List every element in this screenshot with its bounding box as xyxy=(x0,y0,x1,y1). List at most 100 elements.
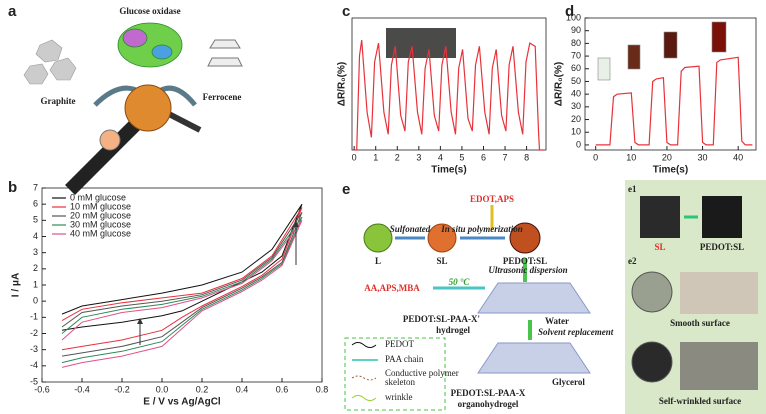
x-tick-label: 10 xyxy=(626,152,636,162)
arrow-head xyxy=(293,221,299,227)
legend-label: 40 mM glucose xyxy=(70,228,131,238)
label: PEDOT:SL xyxy=(700,242,744,252)
y-tick-label: -1 xyxy=(30,312,38,322)
panel-a-art xyxy=(23,22,243,195)
label: SL xyxy=(436,256,447,266)
y-tick-label: 6 xyxy=(33,199,38,209)
panel-label: b xyxy=(8,179,17,196)
label: PEDOT:SL-PAA-X' xyxy=(403,314,480,324)
x-axis-label: Time(s) xyxy=(653,165,688,176)
y-tick-label: 2 xyxy=(33,263,38,273)
label: Ultrasonic dispersion xyxy=(488,265,567,275)
y-tick-label: -5 xyxy=(30,376,38,386)
y-tick-label: 70 xyxy=(571,50,581,60)
x-axis-label: Time(s) xyxy=(431,165,466,176)
label: Glucose oxidase xyxy=(119,6,180,16)
legend-label: 0 mM glucose xyxy=(70,192,126,202)
label: Graphite xyxy=(41,96,76,106)
series-line xyxy=(595,56,753,146)
y-tick-label: 1 xyxy=(33,279,38,289)
series-line xyxy=(354,39,544,151)
y-tick-label: 90 xyxy=(571,25,581,35)
x-tick-label: 3 xyxy=(416,152,421,162)
series-line xyxy=(61,203,303,331)
y-tick-label: -4 xyxy=(30,360,38,370)
x-tick-label: 2 xyxy=(395,152,400,162)
y-tick-label: 10 xyxy=(571,127,581,137)
label: Solvent replacement xyxy=(538,327,614,337)
y-tick-label: 20 xyxy=(571,114,581,124)
panel-label: e2 xyxy=(628,256,637,266)
y-tick-label: 80 xyxy=(571,38,581,48)
x-tick-label: 0.6 xyxy=(276,384,289,394)
y-tick-label: 7 xyxy=(33,182,38,192)
y-tick-label: 4 xyxy=(33,231,38,241)
x-tick-label: 20 xyxy=(662,152,672,162)
x-tick-label: -0.2 xyxy=(114,384,130,394)
x-tick-label: 8 xyxy=(524,152,529,162)
photo-inset xyxy=(386,28,456,58)
label: PEDOT:SL xyxy=(503,256,547,266)
label: Ferrocene xyxy=(203,92,242,102)
y-tick-label: -2 xyxy=(30,328,38,338)
x-tick-label: 0.2 xyxy=(196,384,209,394)
label: Sulfonated xyxy=(390,224,431,234)
x-tick-label: 0.4 xyxy=(236,384,249,394)
plot-frame xyxy=(351,17,547,151)
legend-label: 20 mM glucose xyxy=(70,210,131,220)
x-tick-label: 0.0 xyxy=(156,384,169,394)
x-tick-label: 0 xyxy=(352,152,357,162)
x-tick-label: 1 xyxy=(373,152,378,162)
label: Glycerol xyxy=(552,377,585,387)
label: Water xyxy=(545,316,569,326)
label: Self-wrinkled surface xyxy=(659,396,741,406)
arrow-head xyxy=(137,318,143,324)
x-tick-label: -0.4 xyxy=(74,384,90,394)
y-tick-label: 40 xyxy=(571,89,581,99)
y-tick-label: 100 xyxy=(566,12,581,22)
legend-label: PAA chain xyxy=(385,354,424,364)
vial-insets xyxy=(597,21,727,81)
series-line xyxy=(61,216,303,364)
x-tick-label: 4 xyxy=(438,152,443,162)
legend-label: PEDOT xyxy=(385,339,415,349)
x-tick-label: 30 xyxy=(698,152,708,162)
label: hydrogel xyxy=(436,325,470,335)
legend-label: wrinkle xyxy=(385,392,413,402)
y-tick-label: 60 xyxy=(571,63,581,73)
label: In situ polymerization xyxy=(440,224,523,234)
label: AA,APS,MBA xyxy=(364,283,420,293)
label: 50 °C xyxy=(449,277,471,287)
legend-label: 30 mM glucose xyxy=(70,219,131,229)
y-tick-label: 30 xyxy=(571,101,581,111)
label: SL xyxy=(654,242,665,252)
x-tick-label: 7 xyxy=(503,152,508,162)
label: Smooth surface xyxy=(670,318,730,328)
label: organohydrogel xyxy=(458,399,519,409)
label: PEDOT:SL-PAA-X xyxy=(451,388,526,398)
x-tick-label: 40 xyxy=(733,152,743,162)
legend-label: skeleton xyxy=(385,377,415,387)
series-line xyxy=(61,207,303,351)
plot-frame xyxy=(584,17,757,151)
y-axis-label: ΔR/R₀(%) xyxy=(554,62,565,106)
y-tick-label: 0 xyxy=(33,296,38,306)
series-line xyxy=(61,220,303,368)
y-tick-label: 0 xyxy=(576,139,581,149)
panel-label: e xyxy=(342,181,350,198)
panel-label: a xyxy=(8,3,17,20)
legend-label: Conductive polymer xyxy=(385,368,459,378)
y-tick-label: 3 xyxy=(33,247,38,257)
series-line xyxy=(61,212,303,357)
panel-e-art xyxy=(344,196,758,411)
panel-label: c xyxy=(342,3,350,20)
label: EDOT,APS xyxy=(470,194,514,204)
x-axis-label: E / V vs Ag/AgCl xyxy=(143,397,221,408)
x-tick-label: 5 xyxy=(459,152,464,162)
x-tick-label: -0.6 xyxy=(34,384,50,394)
x-tick-label: 0.8 xyxy=(316,384,329,394)
label: L xyxy=(375,256,381,266)
x-tick-label: 0 xyxy=(593,152,598,162)
